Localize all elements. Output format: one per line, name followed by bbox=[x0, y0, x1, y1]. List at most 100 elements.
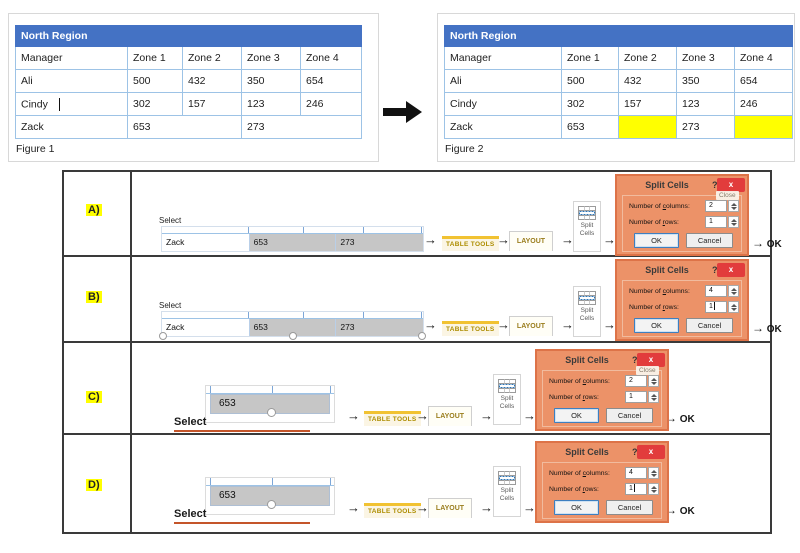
selected-cell-653[interactable]: 653 bbox=[249, 234, 337, 251]
cell-text: Cindy bbox=[21, 97, 48, 110]
ruler-tick bbox=[248, 227, 249, 233]
merged-cell: 653 bbox=[127, 115, 242, 139]
cancel-button[interactable]: Cancel bbox=[606, 500, 653, 515]
options-grid: A) Select Zack 653 273 → TABLE TOOLS → L… bbox=[62, 170, 782, 534]
split-cells-button[interactable]: Split Cells bbox=[493, 466, 521, 517]
rows-spinner[interactable] bbox=[728, 301, 739, 313]
rows-spinner[interactable] bbox=[648, 483, 659, 495]
selection-handle[interactable] bbox=[267, 500, 276, 509]
selected-cell-653[interactable]: 653 bbox=[210, 394, 330, 417]
dialog-title: Split Cells bbox=[645, 180, 689, 190]
ruler-tick bbox=[210, 478, 211, 485]
rows-spinner[interactable] bbox=[648, 391, 659, 403]
rows-input[interactable]: 1 bbox=[705, 301, 727, 313]
ok-button[interactable]: OK bbox=[634, 233, 679, 248]
help-icon[interactable]: ? bbox=[632, 355, 638, 365]
option-row-a: A) Select Zack 653 273 → TABLE TOOLS → L… bbox=[64, 172, 782, 257]
close-icon[interactable]: x bbox=[637, 445, 665, 459]
columns-input[interactable]: 2 bbox=[705, 200, 727, 212]
cell: 123 bbox=[676, 92, 735, 116]
arrow-icon: → bbox=[603, 317, 616, 332]
table-tools-tab[interactable]: TABLE TOOLS bbox=[364, 411, 421, 426]
arrow-icon: → bbox=[480, 500, 493, 515]
cell-zack[interactable]: Zack bbox=[162, 234, 250, 251]
column-ruler bbox=[206, 478, 334, 486]
arrow-icon: → bbox=[603, 232, 616, 247]
split-cells-button[interactable]: Split Cells bbox=[493, 374, 521, 425]
split-cells-button[interactable]: Split Cells bbox=[573, 286, 601, 337]
table-tools-tab[interactable]: TABLE TOOLS bbox=[442, 236, 499, 251]
col-header: Manager bbox=[15, 46, 128, 70]
highlighted-cell bbox=[618, 115, 677, 139]
columns-input[interactable]: 2 bbox=[625, 375, 647, 387]
col-header: Zone 2 bbox=[618, 46, 677, 70]
columns-input[interactable]: 4 bbox=[705, 285, 727, 297]
columns-label: Number of columns: bbox=[629, 203, 690, 210]
selected-cell-273[interactable]: 273 bbox=[336, 319, 424, 336]
selected-cell-653[interactable]: 653 bbox=[249, 319, 337, 336]
columns-spinner[interactable] bbox=[728, 200, 739, 212]
split-cells-button[interactable]: Split Cells bbox=[573, 201, 601, 252]
selection-handle[interactable] bbox=[418, 332, 426, 340]
split-cells-label: Cells bbox=[579, 229, 595, 237]
figure1-panel: North Region Manager Zone 1 Zone 2 Zone … bbox=[8, 13, 379, 162]
cell: Ali bbox=[15, 69, 128, 93]
ok-button[interactable]: OK bbox=[634, 318, 679, 333]
cell: 157 bbox=[182, 92, 242, 116]
selection-handle[interactable] bbox=[159, 332, 167, 340]
final-ok: → OK bbox=[665, 411, 695, 425]
single-cell-snippet: 653 bbox=[205, 385, 335, 423]
columns-spinner[interactable] bbox=[648, 467, 659, 479]
rows-label: Number of rows: bbox=[629, 304, 679, 311]
layout-tab[interactable]: LAYOUT bbox=[428, 498, 472, 518]
close-tooltip: Close bbox=[716, 191, 739, 200]
cell: 500 bbox=[127, 69, 183, 93]
cancel-button[interactable]: Cancel bbox=[686, 318, 733, 333]
selected-cell-653[interactable]: 653 bbox=[210, 486, 330, 509]
cancel-button[interactable]: Cancel bbox=[686, 233, 733, 248]
columns-label: Number of columns: bbox=[549, 378, 610, 385]
final-ok: → OK bbox=[752, 321, 782, 335]
close-icon[interactable]: x bbox=[717, 178, 745, 192]
layout-tab[interactable]: LAYOUT bbox=[509, 316, 553, 336]
selection-handle[interactable] bbox=[267, 408, 276, 417]
figure1-caption: Figure 1 bbox=[16, 143, 55, 155]
split-cells-icon bbox=[498, 471, 516, 485]
columns-spinner[interactable] bbox=[728, 285, 739, 297]
ok-button[interactable]: OK bbox=[554, 408, 599, 423]
dialog-frame: Number of columns: 4 Number of rows: 1 O… bbox=[542, 462, 662, 519]
column-ruler bbox=[206, 386, 334, 394]
cell: 157 bbox=[618, 92, 677, 116]
rows-input[interactable]: 1 bbox=[625, 483, 647, 495]
columns-input[interactable]: 4 bbox=[625, 467, 647, 479]
arrow-icon: → bbox=[752, 321, 764, 335]
close-icon[interactable]: x bbox=[637, 353, 665, 367]
help-icon[interactable]: ? bbox=[632, 447, 638, 457]
ruler-tick bbox=[272, 386, 273, 393]
cell-zack[interactable]: Zack bbox=[162, 319, 250, 336]
table-tools-tab[interactable]: TABLE TOOLS bbox=[442, 321, 499, 336]
table-title: North Region bbox=[444, 25, 793, 47]
cancel-button[interactable]: Cancel bbox=[606, 408, 653, 423]
columns-spinner[interactable] bbox=[648, 375, 659, 387]
table-tools-tab[interactable]: TABLE TOOLS bbox=[364, 503, 421, 518]
split-cells-label: Cells bbox=[579, 314, 595, 322]
selected-cell-273[interactable]: 273 bbox=[336, 234, 424, 251]
arrow-icon: → bbox=[347, 500, 360, 515]
rows-input[interactable]: 1 bbox=[625, 391, 647, 403]
single-cell-snippet: 653 bbox=[205, 477, 335, 515]
layout-tab[interactable]: LAYOUT bbox=[428, 406, 472, 426]
ok-button[interactable]: OK bbox=[554, 500, 599, 515]
cell: Cindy bbox=[444, 92, 562, 116]
help-icon[interactable]: ? bbox=[712, 180, 718, 190]
split-cells-dialog: Split Cells ? x Number of columns: 4 Num… bbox=[535, 441, 669, 523]
arrow-icon: → bbox=[752, 236, 764, 250]
layout-tab[interactable]: LAYOUT bbox=[509, 231, 553, 251]
close-icon[interactable]: x bbox=[717, 263, 745, 277]
arrow-icon: → bbox=[416, 408, 429, 423]
rows-spinner[interactable] bbox=[728, 216, 739, 228]
rows-input[interactable]: 1 bbox=[705, 216, 727, 228]
selection-handle[interactable] bbox=[289, 332, 297, 340]
help-icon[interactable]: ? bbox=[712, 265, 718, 275]
dialog-title: Split Cells bbox=[645, 265, 689, 275]
